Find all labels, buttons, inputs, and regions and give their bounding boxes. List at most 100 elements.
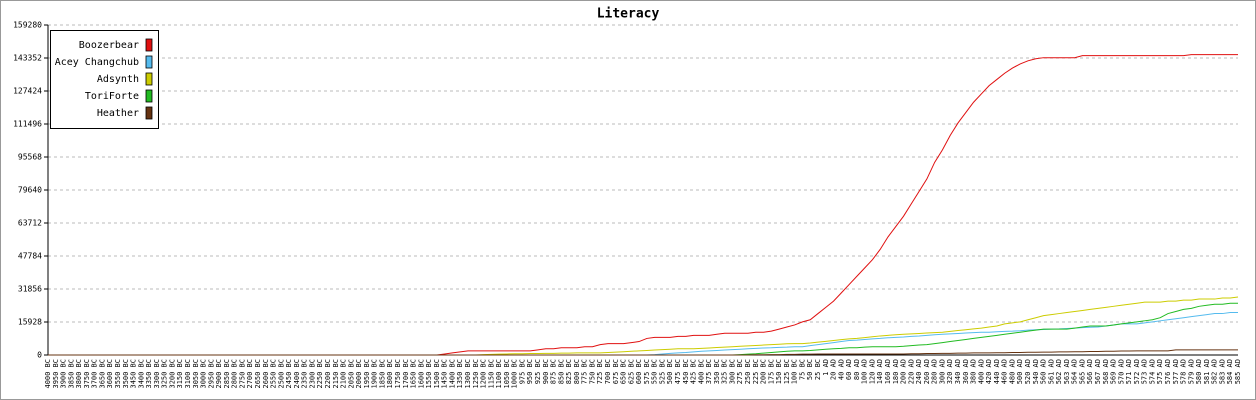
x-tick-label: 583 AD: [1218, 359, 1226, 384]
x-tick-label: 1 AD: [822, 359, 830, 376]
x-tick-label: 475 BC: [674, 359, 682, 384]
x-tick-label: 200 BC: [760, 359, 768, 384]
x-tick-label: 1950 BC: [363, 359, 371, 389]
x-tick-label: 25 BC: [814, 359, 822, 380]
x-tick-label: 400 BC: [697, 359, 705, 384]
x-tick-label: 80 AD: [853, 359, 861, 380]
x-tick-label: 440 AD: [993, 359, 1001, 384]
x-tick-label: 3600 BC: [106, 359, 114, 389]
x-tick-label: 140 AD: [876, 359, 884, 384]
x-tick-label: 625 BC: [627, 359, 635, 384]
x-tick-label: 650 BC: [620, 359, 628, 384]
x-tick-label: 1850 BC: [378, 359, 386, 389]
x-tick-label: 3650 BC: [98, 359, 106, 389]
x-tick-label: 500 BC: [666, 359, 674, 384]
x-tick-label: 240 AD: [915, 359, 923, 384]
x-tick-label: 3400 BC: [137, 359, 145, 389]
x-tick-label: 375 BC: [705, 359, 713, 384]
x-tick-label: 875 BC: [550, 359, 558, 384]
x-tick-label: 1650 BC: [410, 359, 418, 389]
x-tick-label: 325 BC: [721, 359, 729, 384]
x-tick-label: 2700 BC: [246, 359, 254, 389]
x-tick-label: 300 AD: [938, 359, 946, 384]
x-tick-label: 3150 BC: [176, 359, 184, 389]
legend-swatch: [145, 55, 153, 69]
x-tick-label: 260 AD: [923, 359, 931, 384]
x-tick-label: 1500 BC: [433, 359, 441, 389]
x-tick-label: 120 AD: [868, 359, 876, 384]
x-tick-label: 125 BC: [783, 359, 791, 384]
x-tick-label: 561 AD: [1047, 359, 1055, 384]
x-tick-label: 1000 BC: [511, 359, 519, 389]
y-tick-label: 111496: [13, 120, 42, 129]
x-tick-label: 2200 BC: [324, 359, 332, 389]
legend-swatch: [145, 89, 153, 103]
x-tick-label: 562 AD: [1055, 359, 1063, 384]
x-tick-label: 2800 BC: [231, 359, 239, 389]
x-tick-label: 2650 BC: [254, 359, 262, 389]
x-tick-label: 1150 BC: [487, 359, 495, 389]
x-tick-label: 800 BC: [573, 359, 581, 384]
x-tick-label: 850 BC: [557, 359, 565, 384]
x-tick-label: 1350 BC: [456, 359, 464, 389]
x-tick-label: 2100 BC: [340, 359, 348, 389]
x-tick-label: 540 AD: [1032, 359, 1040, 384]
x-tick-label: 2400 BC: [293, 359, 301, 389]
x-tick-label: 3100 BC: [184, 359, 192, 389]
x-tick-label: 700 BC: [604, 359, 612, 384]
x-tick-label: 2500 BC: [277, 359, 285, 389]
x-tick-label: 100 AD: [861, 359, 869, 384]
x-tick-label: 275 BC: [736, 359, 744, 384]
x-tick-label: 825 BC: [565, 359, 573, 384]
legend-label: Adsynth: [97, 74, 139, 85]
x-tick-label: 1750 BC: [394, 359, 402, 389]
x-tick-label: 577 AD: [1172, 359, 1180, 384]
x-tick-label: 3000 BC: [200, 359, 208, 389]
x-tick-label: 2000 BC: [355, 359, 363, 389]
x-tick-label: 3900 BC: [60, 359, 68, 389]
x-tick-label: 3450 BC: [130, 359, 138, 389]
legend-swatch: [145, 72, 153, 86]
x-tick-label: 1800 BC: [386, 359, 394, 389]
x-tick-label: 1050 BC: [503, 359, 511, 389]
x-tick-label: 3300 BC: [153, 359, 161, 389]
x-tick-label: 1900 BC: [371, 359, 379, 389]
y-tick-label: 79640: [18, 186, 42, 195]
x-tick-label: 572 AD: [1133, 359, 1141, 384]
x-tick-label: 950 BC: [526, 359, 534, 384]
x-tick-label: 425 BC: [690, 359, 698, 384]
legend-label: Heather: [97, 108, 139, 119]
chart-title: Literacy: [597, 7, 660, 22]
x-tick-label: 2600 BC: [262, 359, 270, 389]
x-tick-label: 280 AD: [931, 359, 939, 384]
x-tick-label: 2150 BC: [332, 359, 340, 389]
x-tick-label: 675 BC: [612, 359, 620, 384]
x-tick-label: 1550 BC: [425, 359, 433, 389]
x-tick-label: 220 AD: [907, 359, 915, 384]
x-tick-label: 3850 BC: [67, 359, 75, 389]
x-tick-label: 1400 BC: [448, 359, 456, 389]
x-tick-label: 582 AD: [1211, 359, 1219, 384]
x-tick-label: 1300 BC: [464, 359, 472, 389]
x-tick-label: 380 AD: [970, 359, 978, 384]
y-tick-label: 47784: [18, 252, 42, 261]
x-tick-label: 2350 BC: [301, 359, 309, 389]
x-tick-label: 340 AD: [954, 359, 962, 384]
x-tick-label: 2900 BC: [215, 359, 223, 389]
x-tick-label: 3800 BC: [75, 359, 83, 389]
x-tick-label: 60 AD: [845, 359, 853, 380]
x-tick-label: 575 BC: [643, 359, 651, 384]
x-tick-label: 578 AD: [1180, 359, 1188, 384]
x-tick-label: 560 AD: [1040, 359, 1048, 384]
x-tick-label: 3750 BC: [83, 359, 91, 389]
x-tick-label: 1700 BC: [402, 359, 410, 389]
x-tick-label: 2450 BC: [285, 359, 293, 389]
x-tick-label: 584 AD: [1226, 359, 1234, 384]
x-tick-label: 975 BC: [518, 359, 526, 384]
x-tick-label: 564 AD: [1071, 359, 1079, 384]
x-tick-label: 300 BC: [728, 359, 736, 384]
legend-swatch: [145, 38, 153, 52]
